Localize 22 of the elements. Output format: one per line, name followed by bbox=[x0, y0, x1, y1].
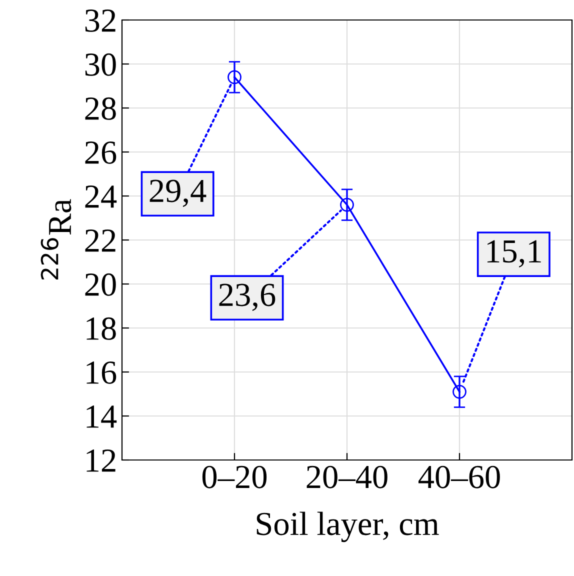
point bbox=[228, 70, 242, 84]
x-tick-label: 20–40 bbox=[306, 466, 388, 488]
point bbox=[340, 198, 354, 212]
y-tick-label: 12 bbox=[86, 449, 116, 472]
annotation: 23,6 bbox=[219, 284, 276, 311]
x-tick-label: 40–60 bbox=[418, 466, 500, 488]
y-tick-label: 18 bbox=[86, 317, 116, 340]
annotation: 29,4 bbox=[150, 180, 206, 208]
y-tick-label: 14 bbox=[86, 406, 117, 428]
y-tick-label: 20 bbox=[85, 273, 116, 296]
y-tick-label: 30 bbox=[85, 53, 116, 76]
y-tick-label: 24 bbox=[85, 185, 117, 208]
annotation: 15,1 bbox=[487, 240, 541, 268]
y-tick-label: 32 bbox=[85, 9, 116, 32]
y-axis-title: $^{226}$Ra bbox=[40, 199, 72, 280]
y-tick-label: 28 bbox=[85, 97, 116, 120]
y-tick-label: 26 bbox=[85, 141, 116, 164]
y-tick-label: 16 bbox=[86, 361, 116, 384]
y-tick-label: 22 bbox=[85, 229, 116, 252]
x-tick-label: 0–20 bbox=[202, 466, 267, 488]
x-axis-title: Soil layer, cm bbox=[256, 512, 439, 542]
point bbox=[452, 384, 466, 399]
